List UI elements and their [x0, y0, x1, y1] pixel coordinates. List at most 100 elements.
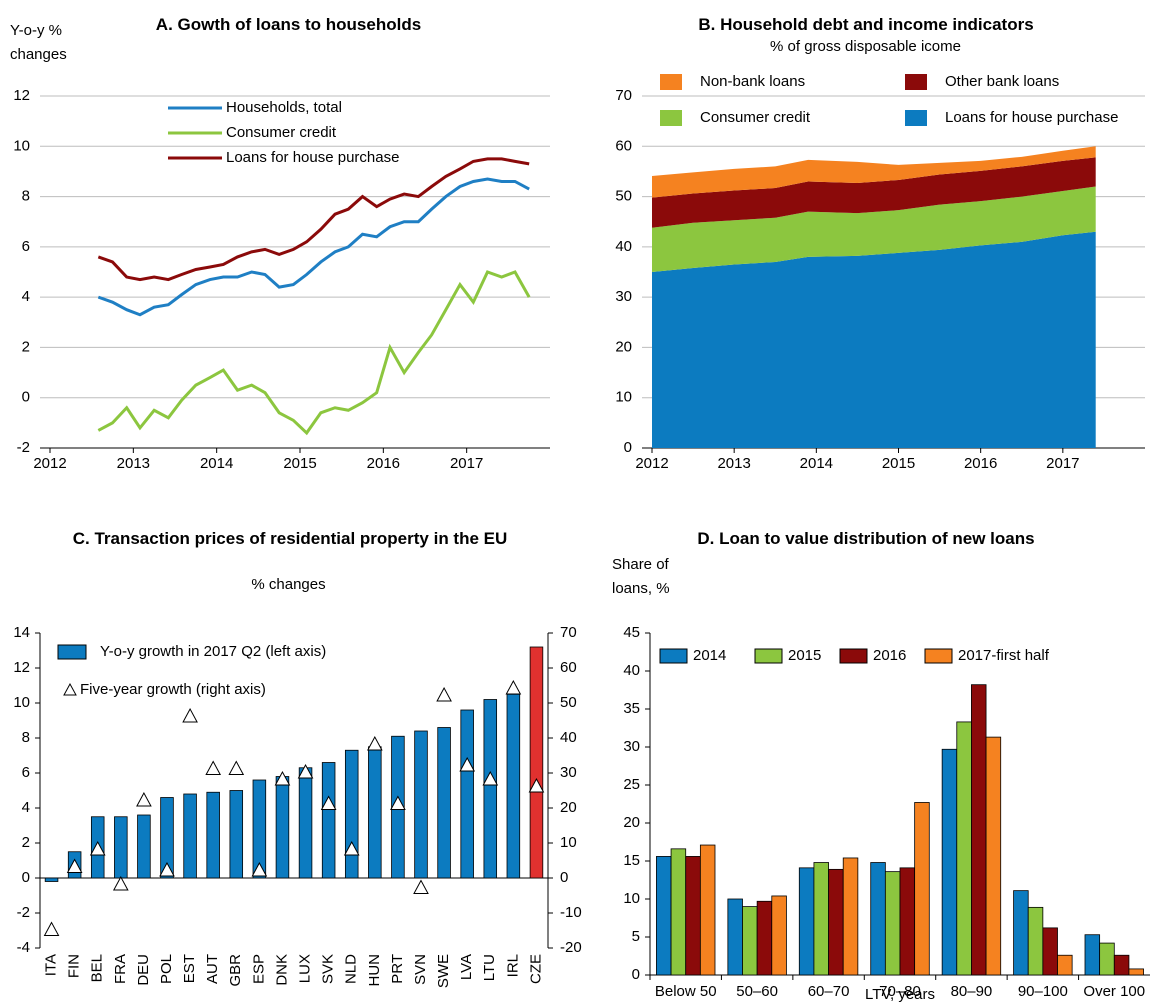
- bar: [742, 906, 758, 976]
- bar: [344, 749, 359, 879]
- y-tick-label: 10: [623, 890, 640, 907]
- chart-title: D. Loan to value distribution of new loa…: [697, 529, 1035, 548]
- x-tick-label: LUX: [297, 954, 314, 983]
- legend-label: 2016: [873, 647, 906, 664]
- y-tick-label: 10: [13, 137, 30, 154]
- x-tick-label: AUT: [204, 954, 221, 984]
- x-tick-label: 90–100: [1018, 983, 1068, 1000]
- y-axis-label: changes: [10, 46, 67, 63]
- bar: [699, 844, 716, 976]
- marker: [505, 679, 522, 695]
- legend-swatch: [924, 648, 953, 664]
- y2-tick-label: 40: [560, 729, 577, 746]
- legend-label: Other bank loans: [945, 73, 1059, 90]
- marker: [320, 795, 337, 810]
- y-tick-label: -2: [17, 904, 30, 921]
- y-tick-label: 12: [13, 659, 30, 676]
- y-tick-label: 60: [615, 137, 632, 154]
- x-tick-label: GBR: [227, 954, 244, 987]
- y-tick-label: 12: [13, 87, 30, 104]
- legend-label: Five-year growth (right axis): [80, 681, 266, 698]
- marker: [343, 840, 360, 856]
- marker: [390, 795, 406, 810]
- marker: [366, 735, 383, 751]
- y2-tick-label: 70: [560, 624, 577, 641]
- y-tick-label: 0: [632, 966, 640, 983]
- y-axis-label: Share of: [612, 556, 669, 573]
- bar: [956, 721, 972, 976]
- y-tick-label: 20: [623, 814, 640, 831]
- bar: [685, 856, 701, 976]
- legend-label: Loans for house purchase: [226, 149, 399, 166]
- marker: [228, 760, 245, 775]
- bar: [252, 779, 267, 879]
- bar: [798, 867, 815, 976]
- x-tick-label: 2013: [117, 455, 150, 472]
- area: [652, 146, 1096, 198]
- marker: [436, 686, 452, 702]
- bar: [414, 730, 428, 879]
- x-tick-label: ITA: [43, 954, 60, 976]
- area: [652, 186, 1096, 272]
- x-tick-label: IRL: [504, 954, 521, 977]
- legend-label: Households, total: [226, 99, 342, 116]
- x-tick-label: PRT: [389, 954, 406, 984]
- y2-tick-label: 30: [560, 764, 577, 781]
- x-tick-label: 2012: [33, 455, 66, 472]
- x-tick-label: POL: [158, 954, 175, 984]
- x-tick-label: 2013: [717, 455, 750, 472]
- area: [652, 157, 1096, 228]
- bar: [727, 898, 743, 976]
- x-tick-label: SVN: [412, 954, 429, 985]
- x-tick-label: NLD: [343, 954, 360, 984]
- marker: [482, 770, 499, 786]
- x-tick-label: SVK: [320, 954, 337, 984]
- x-tick-label: ESP: [250, 954, 267, 984]
- bar: [941, 748, 958, 976]
- marker: [112, 875, 129, 891]
- bar: [1128, 968, 1144, 976]
- x-tick-label: 2016: [964, 455, 997, 472]
- x-tick-label: 2016: [367, 455, 400, 472]
- legend-swatch: [660, 110, 682, 126]
- x-tick-label: 70–80: [879, 983, 921, 1000]
- bar: [914, 802, 930, 976]
- x-tick-label: 2017: [450, 455, 483, 472]
- x-tick-label: 2014: [800, 455, 833, 472]
- x-tick-label: CZE: [527, 954, 544, 984]
- bar: [275, 776, 290, 879]
- y-tick-label: 0: [624, 439, 632, 456]
- x-tick-label: FIN: [66, 954, 83, 978]
- y-tick-label: 40: [615, 238, 632, 255]
- bar: [460, 709, 474, 879]
- bar: [160, 797, 174, 879]
- marker: [251, 861, 268, 877]
- y-tick-label: 70: [615, 87, 632, 104]
- x-tick-label: 60–70: [808, 983, 850, 1000]
- y-tick-label: 0: [22, 869, 30, 886]
- legend-swatch: [659, 648, 688, 664]
- y-tick-label: 2: [22, 834, 30, 851]
- marker: [182, 707, 198, 723]
- legend-label: Non-bank loans: [700, 73, 805, 90]
- line: [97, 177, 530, 317]
- y-tick-label: 15: [623, 852, 640, 869]
- y-tick-label: 40: [623, 662, 640, 679]
- y-tick-label: 50: [615, 188, 632, 205]
- x-tick-label: 2014: [200, 455, 233, 472]
- x-tick-label: BEL: [89, 954, 106, 982]
- x-tick-label: 2012: [635, 455, 668, 472]
- y2-tick-label: 10: [560, 834, 577, 851]
- x-tick-label: SWE: [435, 954, 452, 988]
- y-tick-label: 10: [13, 694, 30, 711]
- legend-swatch: [754, 648, 783, 664]
- y-axis-label: loans, %: [612, 580, 670, 597]
- x-tick-label: 50–60: [736, 983, 778, 1000]
- x-tick-label: 2017: [1046, 455, 1079, 472]
- y2-tick-label: 20: [560, 799, 577, 816]
- x-tick-label: LTU: [481, 954, 498, 981]
- bar: [1027, 906, 1044, 976]
- y-tick-label: 30: [615, 288, 632, 305]
- legend-swatch: [905, 74, 927, 90]
- bar: [1099, 942, 1115, 976]
